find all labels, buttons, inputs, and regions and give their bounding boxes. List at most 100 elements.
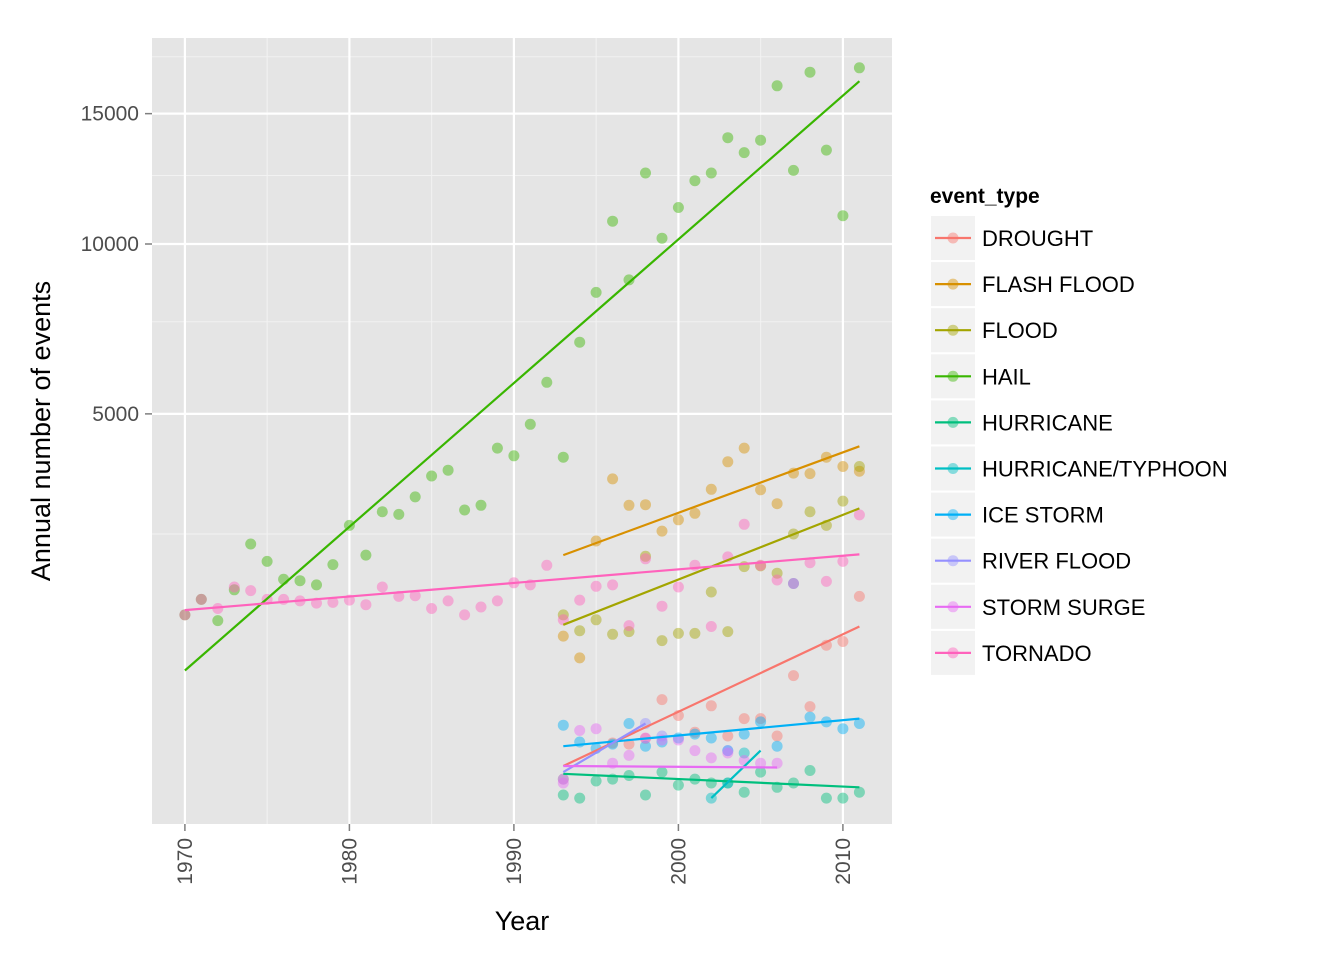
legend-key-point [947, 509, 959, 521]
trend-line-flash-flood [562, 445, 860, 557]
point-drought [853, 590, 865, 602]
point-hurricane [755, 766, 767, 778]
point-hurricane [590, 775, 602, 787]
point-tornado [705, 621, 717, 632]
point-flash-flood [557, 630, 569, 642]
point-flood [804, 506, 816, 518]
point-drought [771, 730, 783, 742]
point-ice-storm [771, 740, 783, 752]
point-tornado [590, 580, 602, 592]
point-flash-flood [771, 498, 783, 510]
point-drought [557, 773, 569, 785]
point-flood [689, 627, 701, 639]
legend-key-point [947, 232, 959, 244]
legend-label: FLASH FLOOD [982, 272, 1135, 297]
point-hail [820, 144, 832, 156]
point-flood [853, 461, 865, 472]
point-flash-flood [640, 499, 651, 511]
point-hail [738, 147, 750, 159]
point-flash-flood [722, 456, 734, 468]
x-tick-label: 1990 [503, 838, 526, 885]
point-storm-surge [590, 723, 602, 735]
point-tornado [179, 609, 191, 621]
legend-item-hurricane: HURRICANE [931, 400, 1113, 445]
point-flood [705, 586, 717, 598]
point-storm-surge [738, 755, 750, 766]
point-tornado [853, 509, 865, 521]
point-tornado [195, 593, 207, 605]
x-tick-label: 1980 [338, 838, 361, 885]
legend-key-point [947, 278, 959, 290]
point-flood [656, 635, 668, 647]
point-flood [640, 550, 651, 562]
point-tornado [623, 620, 635, 632]
grid-major [152, 38, 892, 824]
trend-line-ice-storm [563, 717, 860, 748]
point-hail [656, 232, 668, 244]
point-tornado [738, 518, 750, 530]
y-tick-label: 15000 [81, 103, 139, 126]
point-storm-surge [574, 725, 586, 736]
point-tornado [607, 579, 619, 591]
point-tornado [409, 590, 421, 602]
point-ice-storm [804, 711, 816, 723]
point-drought [837, 636, 849, 647]
point-hail [179, 609, 191, 621]
point-storm-surge [722, 747, 734, 759]
point-hurricane [837, 792, 849, 804]
legend-key-point [947, 370, 959, 382]
point-hail [409, 491, 421, 503]
legend-item-storm-surge: STORM SURGE [931, 584, 1145, 629]
point-flash-flood [738, 442, 750, 454]
point-tornado [574, 594, 586, 606]
point-flood [837, 495, 849, 507]
point-hail [212, 615, 224, 627]
point-storm-surge [705, 752, 717, 764]
point-hail [311, 579, 322, 591]
point-hail [607, 215, 619, 227]
point-drought [804, 701, 816, 713]
y-axis-title: Annual number of events [26, 281, 56, 581]
point-hail [541, 376, 553, 388]
point-tornado [771, 574, 783, 586]
point-hail [574, 336, 586, 348]
point-storm-surge [623, 749, 635, 761]
point-tornado [804, 557, 816, 569]
point-tornado [228, 581, 240, 593]
point-hurricane [788, 777, 799, 789]
legend-key-point [947, 601, 959, 613]
point-hurricane-typhoon [738, 747, 750, 759]
point-flash-flood [837, 461, 849, 472]
point-hail [557, 451, 569, 463]
point-hail [640, 167, 651, 179]
legend-item-ice-storm: ICE STORM [931, 492, 1104, 537]
point-tornado [360, 599, 372, 611]
grid-minor [152, 38, 892, 824]
point-hail [853, 62, 865, 74]
point-hurricane [557, 789, 569, 801]
point-hurricane [656, 766, 668, 778]
trend-line-storm-surge [563, 764, 778, 769]
legend-label: STORM SURGE [982, 595, 1145, 620]
legend-label: FLOOD [982, 318, 1058, 343]
point-flash-flood [755, 484, 767, 496]
point-ice-storm [853, 718, 865, 729]
point-flash-flood [672, 514, 684, 526]
point-storm-surge [557, 777, 569, 789]
legend-key-point [947, 324, 959, 336]
point-tornado [837, 555, 849, 567]
point-tornado [788, 578, 799, 589]
legend-label: HURRICANE/TYPHOON [982, 457, 1228, 482]
point-hail [508, 450, 520, 462]
legend-label: DROUGHT [982, 226, 1093, 251]
legend-key-point [947, 555, 959, 567]
point-drought [738, 713, 750, 725]
point-flash-flood [853, 465, 865, 477]
point-hail [195, 593, 207, 605]
point-tornado [212, 603, 224, 614]
point-ice-storm [640, 740, 651, 752]
legend-item-flash-flood: FLASH FLOOD [931, 262, 1135, 307]
point-hurricane [640, 789, 651, 801]
point-ice-storm [623, 718, 635, 729]
